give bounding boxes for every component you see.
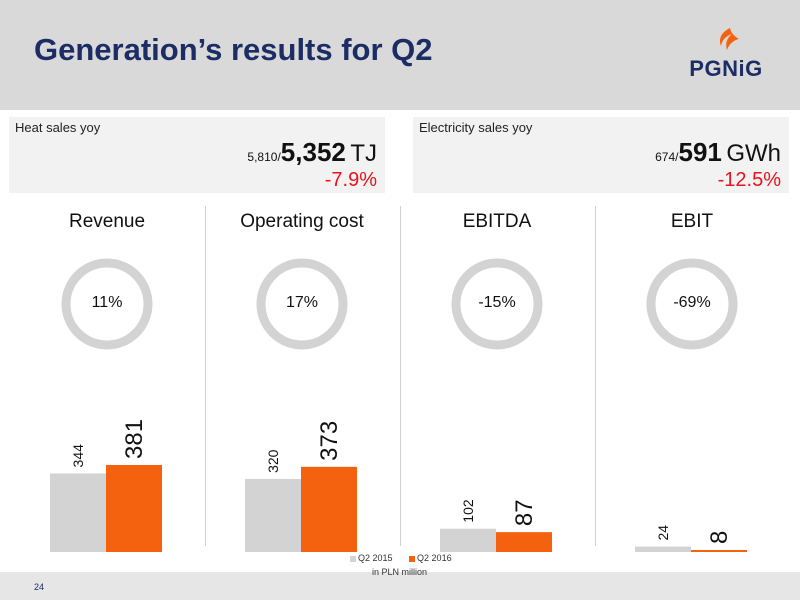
kpi-change: -12.5%	[717, 169, 781, 191]
change-label-ebitda: -15%	[478, 294, 516, 311]
change-label-operating-cost: 17%	[285, 294, 319, 311]
logo-text: PGNiG	[689, 56, 763, 81]
bar-ebit-q2-2015	[635, 546, 691, 552]
flame-icon	[720, 28, 739, 50]
ring-ebit	[646, 258, 738, 350]
legend-swatch	[350, 555, 356, 562]
legend-item-q2-2015: Q2 2015	[350, 553, 393, 563]
kpi-current: 591	[678, 137, 722, 167]
change-label-ebit: -69%	[673, 294, 711, 311]
kpi-previous: 674/	[655, 150, 679, 164]
panel-title-operating-cost: Operating cost	[240, 211, 364, 232]
legend-label: Q2 2015	[358, 553, 393, 563]
bar-ebitda-q2-2016	[496, 532, 552, 552]
kpi-unit: TJ	[350, 140, 377, 167]
ring-ebitda	[451, 258, 543, 350]
ring-revenue	[61, 258, 153, 350]
data-label-revenue-q2-2015: 344	[70, 444, 86, 468]
pgnig-logo: PGNiG	[686, 26, 766, 84]
data-label-ebitda-q2-2016: 87	[511, 499, 538, 526]
data-label-revenue-q2-2016: 381	[121, 419, 148, 459]
unit-note: in PLN million	[372, 567, 428, 577]
panel-title-revenue: Revenue	[68, 211, 146, 232]
panel-title-ebit: EBIT	[670, 211, 714, 232]
change-label-revenue: 11%	[91, 294, 123, 311]
kpi-label: Heat sales yoy	[15, 120, 101, 135]
bar-operating-cost-q2-2016	[301, 466, 357, 552]
legend-label: Q2 2016	[417, 553, 452, 563]
ring-operating-cost	[256, 258, 348, 350]
data-label-ebit-q2-2015: 24	[655, 525, 671, 541]
kpi-unit: GWh	[726, 140, 781, 167]
data-label-operating-cost-q2-2016: 373	[316, 421, 343, 461]
data-label-ebit-q2-2016: 8	[706, 531, 733, 544]
panel-divider	[205, 206, 206, 546]
data-label-operating-cost-q2-2015: 320	[265, 449, 281, 473]
panel-divider	[400, 206, 401, 546]
kpi-value: 5,810/5,352 TJ	[247, 137, 377, 168]
kpi-value: 674/591 GWh	[655, 137, 781, 168]
bar-ebitda-q2-2015	[440, 528, 496, 552]
page-number: 24	[34, 582, 45, 592]
bar-ebit-q2-2016	[691, 550, 747, 552]
panel-title-ebitda: EBITDA	[462, 211, 532, 232]
kpi-label: Electricity sales yoy	[419, 120, 533, 135]
panel-divider	[595, 206, 596, 546]
bar-revenue-q2-2016	[106, 465, 162, 552]
page-title: Generation’s results for Q2	[34, 32, 433, 67]
kpi-heat-sales: Heat sales yoy 5,810/5,352 TJ -7.9%	[9, 117, 385, 193]
legend-item-q2-2016: Q2 2016	[409, 553, 452, 563]
bar-operating-cost-q2-2015	[245, 478, 301, 552]
legend-swatch	[409, 555, 416, 562]
kpi-previous: 5,810/	[247, 150, 281, 164]
data-label-ebitda-q2-2015: 102	[460, 499, 476, 523]
kpi-current: 5,352	[280, 137, 346, 167]
header: Generation’s results for Q2 PGNiG	[0, 0, 800, 110]
chart-legend: Q2 2015 Q2 2016	[350, 553, 466, 563]
kpi-electricity-sales: Electricity sales yoy 674/591 GWh -12.5%	[413, 117, 789, 193]
kpi-change: -7.9%	[324, 169, 377, 191]
bar-revenue-q2-2015	[50, 473, 106, 552]
